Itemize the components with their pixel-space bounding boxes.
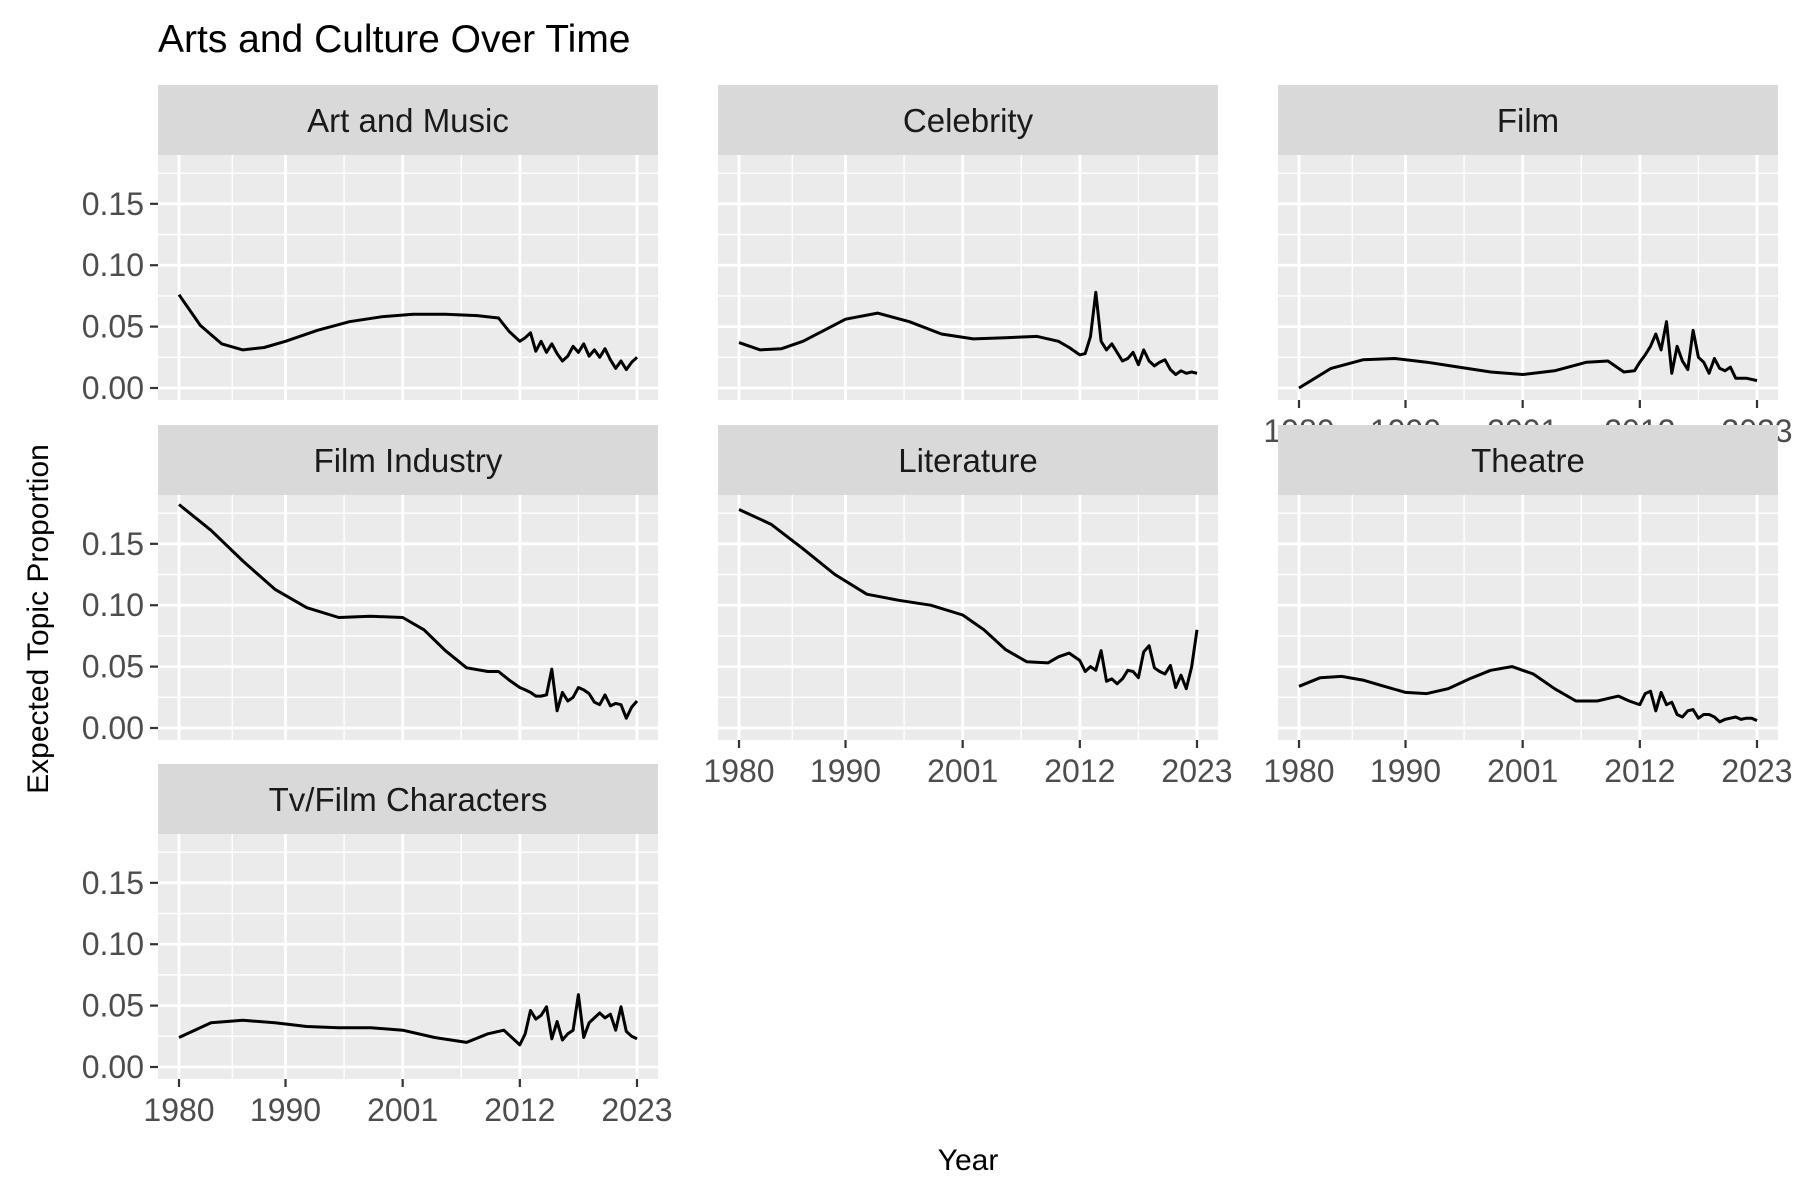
x-tick-label: 2012 bbox=[1044, 753, 1115, 789]
strip-background bbox=[718, 85, 1218, 155]
y-axis: 0.00 0.05 0.10 0.15 bbox=[82, 526, 158, 746]
strip-label: Film Industry bbox=[314, 442, 503, 479]
strip-background bbox=[158, 764, 658, 834]
x-axis: 1980 1990 2001 2012 2023 bbox=[703, 740, 1233, 789]
strip-background bbox=[718, 425, 1218, 495]
gridlines bbox=[158, 155, 658, 400]
series-line-film-industry bbox=[178, 503, 639, 720]
x-tick-label: 1980 bbox=[1263, 753, 1334, 789]
y-tick-label: 0.00 bbox=[82, 370, 144, 406]
panel-film: Film19801990200120122023 bbox=[1263, 85, 1793, 449]
panel-background bbox=[718, 155, 1218, 400]
panel-film-industry: Film Industry 0.00 0.05 0.10 0.15 bbox=[82, 425, 658, 746]
y-tick-label: 0.00 bbox=[82, 1049, 144, 1085]
strip-label: Theatre bbox=[1471, 442, 1585, 479]
panel-celebrity: Celebrity bbox=[718, 85, 1218, 400]
x-tick-label: 2023 bbox=[1721, 753, 1792, 789]
strip-label: Art and Music bbox=[307, 102, 509, 139]
y-tick-label: 0.05 bbox=[82, 309, 144, 345]
gridlines bbox=[1278, 155, 1778, 400]
strip-background bbox=[158, 425, 658, 495]
strip-label: Film bbox=[1497, 102, 1559, 139]
strip-label: Tv/Film Characters bbox=[269, 781, 548, 818]
x-tick-label: 1980 bbox=[703, 753, 774, 789]
panel-background bbox=[158, 834, 658, 1079]
strip-background bbox=[1278, 85, 1778, 155]
strip-label: Literature bbox=[898, 442, 1037, 479]
series-line-tv-film-characters bbox=[178, 993, 638, 1047]
x-tick-label: 2023 bbox=[1161, 753, 1232, 789]
y-tick-label: 0.05 bbox=[82, 649, 144, 685]
y-axis-title: Expected Topic Proportion bbox=[22, 444, 55, 794]
x-tick-label: 1990 bbox=[250, 1092, 321, 1128]
x-tick-label: 2023 bbox=[601, 1092, 672, 1128]
panel-background bbox=[158, 495, 658, 740]
y-tick-label: 0.10 bbox=[82, 247, 144, 283]
x-tick-label: 1990 bbox=[1370, 753, 1441, 789]
y-tick-label: 0.15 bbox=[82, 186, 144, 222]
panel-background bbox=[1278, 495, 1778, 740]
x-tick-label: 1990 bbox=[810, 753, 881, 789]
x-tick-label: 1980 bbox=[143, 1092, 214, 1128]
x-tick-label: 2001 bbox=[367, 1092, 438, 1128]
y-tick-label: 0.05 bbox=[82, 988, 144, 1024]
x-axis-title: Year bbox=[938, 1144, 999, 1177]
x-axis: 1980 1990 2001 2012 2023 bbox=[1263, 740, 1793, 789]
series-line-film bbox=[1298, 320, 1758, 390]
y-axis: 0.00 0.05 0.10 0.15 bbox=[82, 865, 158, 1085]
series-line-theatre bbox=[1298, 665, 1758, 724]
x-tick-label: 2001 bbox=[927, 753, 998, 789]
x-tick-label: 2012 bbox=[484, 1092, 555, 1128]
series-line-literature bbox=[738, 508, 1199, 691]
strip-background bbox=[158, 85, 658, 155]
panel-background bbox=[158, 155, 658, 400]
panel-art-and-music: Art and Music 0.00 0.05 0.10 0.15 bbox=[82, 85, 658, 406]
y-tick-label: 0.15 bbox=[82, 526, 144, 562]
y-axis: 0.00 0.05 0.10 0.15 bbox=[82, 186, 158, 406]
series-line-celebrity bbox=[738, 290, 1198, 376]
x-tick-label: 2012 bbox=[1604, 753, 1675, 789]
panel-literature: Literature 1980 1990 2001 2012 2023 bbox=[703, 425, 1233, 789]
y-tick-label: 0.10 bbox=[82, 587, 144, 623]
series-line-art-and-music bbox=[177, 293, 639, 372]
gridlines bbox=[718, 495, 1218, 740]
gridlines bbox=[158, 495, 658, 740]
x-tick-label: 2001 bbox=[1487, 753, 1558, 789]
y-tick-label: 0.10 bbox=[82, 926, 144, 962]
gridlines bbox=[718, 155, 1218, 400]
y-tick-label: 0.15 bbox=[82, 865, 144, 901]
chart-title: Arts and Culture Over Time bbox=[158, 18, 631, 61]
strip-background bbox=[1278, 425, 1778, 495]
gridlines bbox=[1278, 495, 1778, 740]
facet-panels: Art and Music 0.00 0.05 0.10 0.15 Celebrity Fi… bbox=[82, 85, 1793, 1128]
y-tick-label: 0.00 bbox=[82, 710, 144, 746]
strip-label: Celebrity bbox=[903, 102, 1034, 139]
panel-theatre: Theatre 1980 1990 2001 2012 2023 bbox=[1263, 425, 1793, 789]
x-axis: 1980 1990 2001 2012 2023 bbox=[143, 1079, 673, 1128]
